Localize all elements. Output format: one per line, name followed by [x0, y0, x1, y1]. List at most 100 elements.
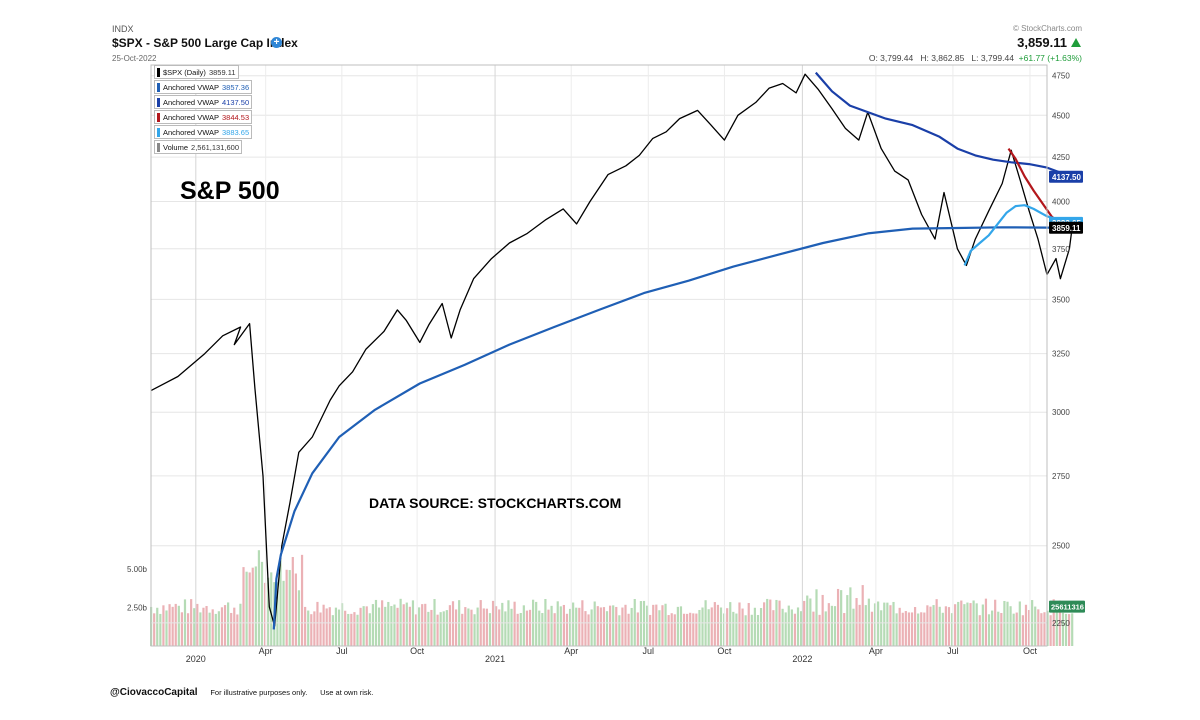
- x-tick-label: Oct: [1023, 646, 1038, 656]
- volume-bar: [997, 611, 1000, 646]
- legend-item[interactable]: Anchored VWAP 4137.50: [154, 95, 253, 109]
- volume-bar: [618, 615, 621, 646]
- legend-value: 3844.53: [222, 112, 250, 122]
- volume-bar: [673, 614, 676, 646]
- volume-bar: [186, 613, 190, 646]
- volume-bar: [642, 600, 646, 646]
- legend-item[interactable]: Anchored VWAP 3857.36: [154, 80, 253, 94]
- volume-bar: [575, 607, 578, 646]
- volume-bar: [645, 605, 649, 646]
- legend: $SPX (Daily) 3859.11 Anchored VWAP 3857.36 A…: [154, 65, 253, 155]
- legend-swatch: [157, 112, 160, 122]
- vwap-badge-bg: [1049, 170, 1083, 183]
- y-tick-label: 4500: [1052, 111, 1070, 120]
- plus-icon[interactable]: +: [271, 37, 282, 48]
- volume-bar: [307, 610, 310, 646]
- volume-bar: [772, 610, 775, 646]
- price-badge: 3859.11: [1052, 224, 1081, 233]
- volume-bar: [291, 557, 294, 646]
- volume-bar: [676, 606, 679, 646]
- volume-bar: [353, 612, 356, 646]
- volume-bar: [713, 602, 716, 646]
- legend-item[interactable]: Volume 2,561,131,600: [154, 140, 242, 154]
- volume-bar: [846, 595, 849, 646]
- volume-bar: [510, 608, 513, 646]
- volume-bar: [966, 602, 969, 646]
- legend-item[interactable]: Anchored VWAP 3844.53: [154, 110, 253, 124]
- volume-bar: [528, 609, 532, 646]
- volume-bar: [482, 608, 485, 646]
- volume-bar: [926, 605, 929, 646]
- volume-bar: [787, 605, 790, 646]
- volume-bar: [609, 605, 612, 646]
- volume-bar: [550, 605, 553, 646]
- volume-bar: [920, 612, 923, 646]
- volume-bar: [821, 594, 824, 646]
- volume-bar: [689, 612, 692, 646]
- volume-bar: [436, 614, 439, 646]
- volume-bar: [1049, 615, 1052, 646]
- volume-bar: [461, 613, 464, 646]
- ohlc-readout: O: 3,799.44 H: 3,862.85 L: 3,799.44 +61.…: [869, 53, 1082, 63]
- x-tick-label: Jul: [643, 646, 655, 656]
- volume-bar: [695, 613, 698, 646]
- volume-bar: [156, 607, 159, 646]
- volume-bar: [658, 610, 661, 646]
- volume-bar: [310, 614, 313, 646]
- volume-bar: [504, 611, 507, 646]
- volume-bar: [501, 602, 504, 646]
- volume-bar: [153, 613, 156, 646]
- volume-bar: [267, 577, 270, 646]
- volume-bar: [568, 608, 572, 646]
- y-tick-label: 3750: [1052, 245, 1070, 254]
- legend-item[interactable]: $SPX (Daily) 3859.11: [154, 65, 239, 79]
- volume-bar: [421, 604, 424, 646]
- volume-bar: [938, 606, 941, 646]
- volume-bar: [753, 607, 756, 646]
- volume-bar: [667, 615, 670, 646]
- volume-bar: [359, 607, 362, 646]
- volume-bar: [830, 605, 834, 646]
- volume-bar: [371, 604, 375, 646]
- volume-bar: [873, 603, 877, 646]
- legend-value: 3883.65: [222, 127, 250, 137]
- volume-bar: [205, 606, 208, 646]
- volume-bar: [630, 607, 633, 646]
- legend-label: Volume: [163, 142, 189, 152]
- volume-bar: [1061, 612, 1065, 646]
- volume-bar: [923, 612, 926, 646]
- y-tick-label: 4750: [1052, 72, 1070, 81]
- legend-label: Anchored VWAP: [163, 127, 219, 137]
- volume-bar: [824, 611, 827, 646]
- volume-bar: [913, 607, 917, 646]
- volume-bar: [803, 600, 806, 646]
- volume-bar: [390, 606, 393, 646]
- legend-item[interactable]: Anchored VWAP 3883.65: [154, 125, 253, 139]
- volume-bar: [408, 606, 411, 646]
- volume-bar: [1024, 604, 1028, 646]
- grid-lines: [151, 65, 1047, 646]
- volume-bar: [220, 607, 224, 646]
- volume-bar: [732, 611, 735, 646]
- volume-tick-label: 2.50b: [127, 604, 148, 613]
- volume-bar: [639, 601, 643, 646]
- plot-area: [150, 64, 1048, 647]
- volume-bar: [165, 610, 168, 646]
- volume-bar: [180, 612, 184, 646]
- volume-bar: [254, 566, 257, 646]
- volume-bar: [578, 607, 581, 646]
- volume-bar: [402, 604, 405, 646]
- volume-bar: [892, 601, 895, 646]
- volume-bar: [491, 600, 495, 646]
- volume-bar: [1012, 613, 1015, 646]
- legend-value: 3859.11: [208, 67, 236, 77]
- chart-date: 25-Oct-2022: [112, 54, 157, 63]
- volume-bar: [325, 608, 328, 646]
- y-tick-label: 4250: [1052, 153, 1070, 162]
- volume-bar: [1052, 599, 1055, 646]
- series-lines: [150, 71, 1073, 630]
- y-tick-label: 2250: [1052, 619, 1070, 628]
- footer-note: For illustrative purposes only.: [210, 688, 308, 697]
- legend-label: $SPX (Daily): [163, 67, 206, 77]
